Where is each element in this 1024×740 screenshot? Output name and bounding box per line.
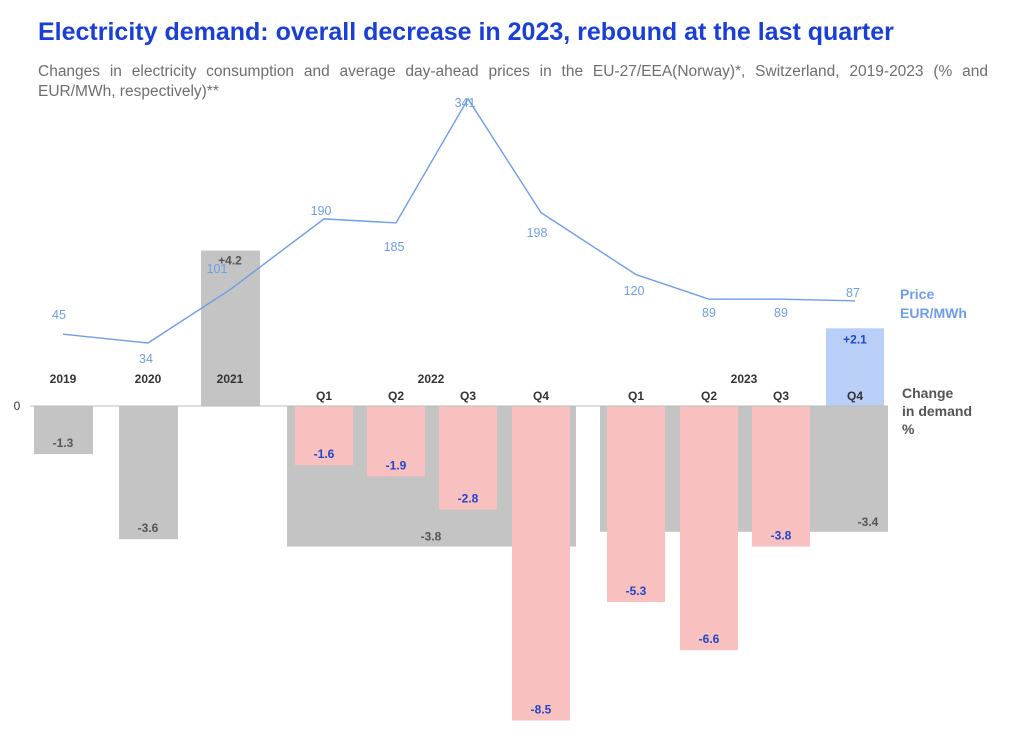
quarter-bar-2022-Q3	[439, 406, 497, 510]
annual-value-2021: +4.2	[218, 254, 242, 268]
price-line	[62, 97, 856, 344]
quarter-tick-2023-Q1: Q1	[628, 389, 644, 403]
annual-value-2022: -3.8	[421, 530, 442, 544]
quarter-tick-2022-Q3: Q3	[460, 389, 476, 403]
price-label-2023-Q1: 120	[624, 284, 645, 298]
quarter-bar-2022-Q1	[295, 406, 353, 466]
quarter-value-2022-Q3: -2.8	[458, 492, 479, 506]
price-label-2021: 101	[207, 262, 228, 276]
annual-value-2020: -3.6	[138, 521, 159, 535]
year-label-2022: 2022	[418, 372, 445, 386]
chart-subtitle: Changes in electricity consumption and a…	[38, 63, 988, 100]
price-label-2023-Q4: 87	[846, 286, 860, 300]
price-line-layer	[62, 97, 856, 344]
price-label-2022-Q4: 198	[527, 226, 548, 240]
price-label-2023-Q3: 89	[774, 306, 788, 320]
quarter-tick-2023-Q3: Q3	[773, 389, 789, 403]
quarter-bar-2022-Q2	[367, 406, 425, 477]
annual-bar-2020	[119, 406, 178, 540]
annual-value-2023: -3.4	[858, 515, 879, 529]
price-label-2022-Q3: 341	[455, 96, 476, 110]
chart-title: Electricity demand: overall decrease in …	[38, 18, 894, 46]
legend-demand-title-2: in demand	[902, 403, 972, 419]
quarter-tick-2022-Q1: Q1	[316, 389, 332, 403]
price-label-2022-Q1: 190	[311, 204, 332, 218]
quarter-value-2023-Q3: -3.8	[771, 529, 792, 543]
legend-layer: Price EUR/MWh Change in demand%	[900, 286, 972, 437]
quarter-bar-2023-Q1	[607, 406, 665, 603]
quarter-value-2022-Q2: -1.9	[386, 458, 407, 472]
quarter-tick-2022-Q4: Q4	[533, 389, 549, 403]
quarter-value-2022-Q4: -8.5	[531, 703, 552, 717]
year-label-2020: 2020	[135, 372, 162, 386]
labels-layer: 45 34 101 190 185 341 198 120 89 89 87 -1.3 -3.6 +4.2…	[14, 96, 879, 717]
annual-bar-2021	[201, 250, 260, 406]
legend-price-title: Price	[900, 286, 934, 302]
quarter-bar-2023-Q2	[680, 406, 738, 651]
quarter-bar-2023-Q4	[826, 328, 884, 406]
quarter-tick-2022-Q2: Q2	[388, 389, 404, 403]
quarter-value-2023-Q1: -5.3	[626, 584, 647, 598]
quarter-value-2022-Q1: -1.6	[314, 447, 335, 461]
legend-demand-title-1: Change	[902, 385, 954, 401]
price-label-2019: 45	[52, 308, 66, 322]
quarter-value-2023-Q2: -6.6	[699, 632, 720, 646]
quarter-bar-2022-Q4	[512, 406, 570, 721]
price-label-2023-Q2: 89	[702, 306, 716, 320]
price-label-2020: 34	[139, 352, 153, 366]
quarter-bar-2023-Q3	[752, 406, 810, 547]
quarter-value-2023-Q4: +2.1	[843, 332, 867, 346]
quarter-tick-2023-Q2: Q2	[701, 389, 717, 403]
quarter-tick-2023-Q4: Q4	[847, 389, 863, 403]
year-label-2023: 2023	[731, 372, 758, 386]
legend-demand-unit: %	[902, 421, 915, 437]
bars-layer	[34, 250, 888, 721]
zero-axis-label: 0	[14, 399, 21, 413]
year-label-2019: 2019	[50, 372, 77, 386]
price-label-2022-Q2: 185	[384, 240, 405, 254]
annual-value-2019: -1.3	[53, 436, 74, 450]
annual-bar-2019	[34, 406, 93, 455]
legend-price-unit: EUR/MWh	[900, 305, 967, 321]
year-label-2021: 2021	[217, 372, 244, 386]
